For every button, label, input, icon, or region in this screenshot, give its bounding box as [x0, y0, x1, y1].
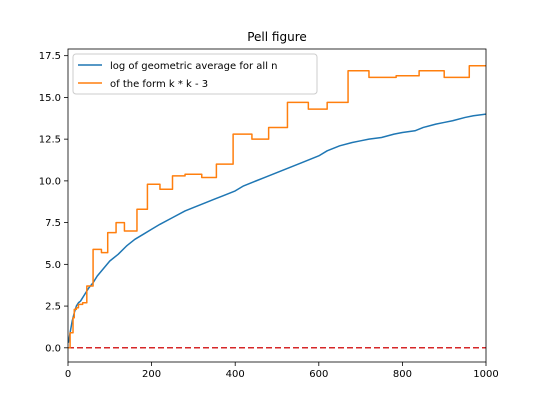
x-tick-label: 1000	[473, 369, 498, 380]
y-tick-label: 0.0	[45, 343, 61, 354]
y-axis: 0.0 2.5 5.0 7.5 10.0 12.5 15.0 17.5	[39, 51, 68, 354]
y-tick-label: 10.0	[39, 176, 61, 187]
x-tick-label: 200	[142, 369, 161, 380]
x-tick-label: 600	[309, 369, 328, 380]
x-tick-label: 800	[393, 369, 412, 380]
legend-label-k-squared-minus-3: of the form k * k - 3	[110, 79, 208, 90]
y-tick-label: 2.5	[45, 302, 61, 313]
y-tick-label: 15.0	[39, 93, 61, 104]
y-tick-label: 7.5	[45, 218, 61, 229]
x-tick-label: 400	[226, 369, 245, 380]
series-line-log-of-geometric-average-for-all-n	[68, 113, 486, 343]
plot-area	[68, 64, 486, 349]
y-tick-label: 17.5	[39, 51, 61, 62]
x-axis: 0 200 400 600 800 1000	[65, 362, 499, 380]
axes-frame	[67, 48, 487, 363]
chart-title: Pell figure	[247, 30, 307, 44]
series-line-of-the-form-k-k-3	[68, 64, 486, 349]
legend: log of geometric average for all n of th…	[72, 53, 318, 95]
legend-box	[72, 53, 318, 95]
x-tick-label: 0	[65, 369, 71, 380]
y-tick-label: 5.0	[45, 260, 61, 271]
y-tick-label: 12.5	[39, 135, 61, 146]
legend-label-geometric-average: log of geometric average for all n	[110, 61, 278, 72]
